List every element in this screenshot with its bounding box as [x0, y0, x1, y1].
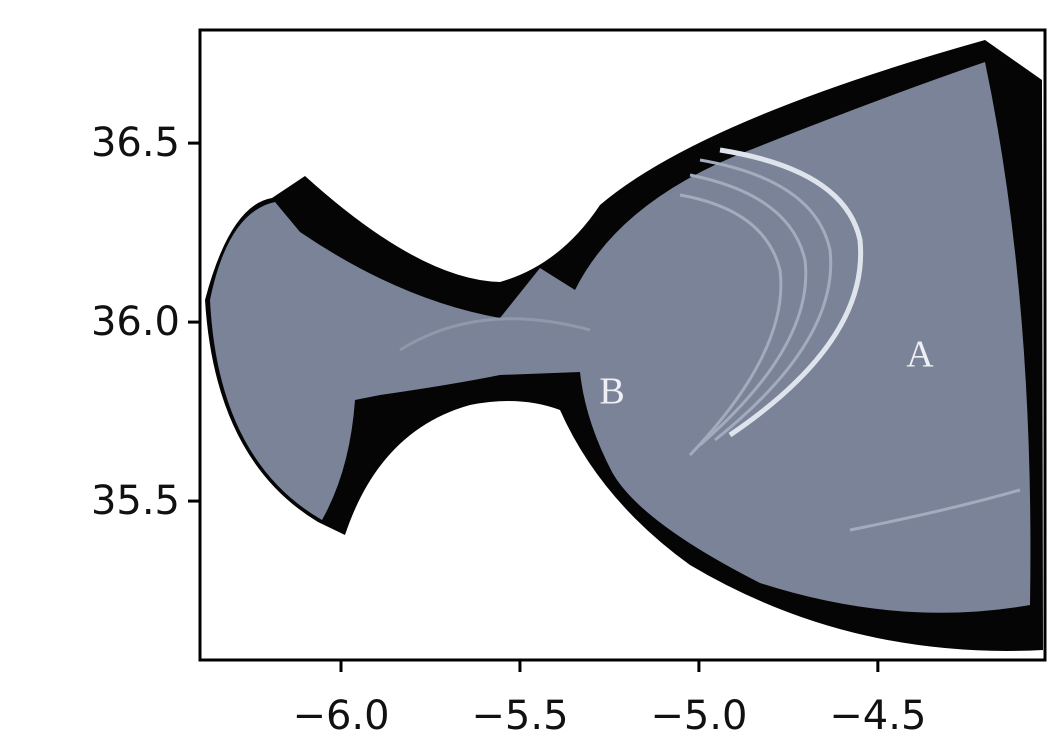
annotation: B [599, 371, 624, 413]
y-tick-label: 36.5 [91, 120, 180, 166]
x-tick-label: −5.5 [471, 693, 568, 739]
y-tick-label: 36.0 [91, 299, 180, 345]
annotation: A [906, 334, 934, 376]
x-tick-label: −5.0 [650, 693, 747, 739]
figure: −6.0 −5.5 −5.0 −4.5 35.5 36.0 36.5 A B [0, 0, 1052, 746]
y-tick-label: 35.5 [91, 478, 180, 524]
x-tick-label: −6.0 [292, 693, 389, 739]
x-tick-label: −4.5 [829, 693, 926, 739]
